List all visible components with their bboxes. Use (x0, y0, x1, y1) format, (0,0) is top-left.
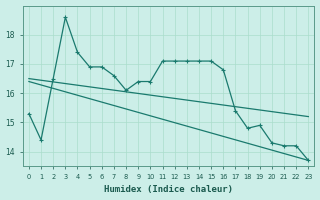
X-axis label: Humidex (Indice chaleur): Humidex (Indice chaleur) (104, 185, 233, 194)
